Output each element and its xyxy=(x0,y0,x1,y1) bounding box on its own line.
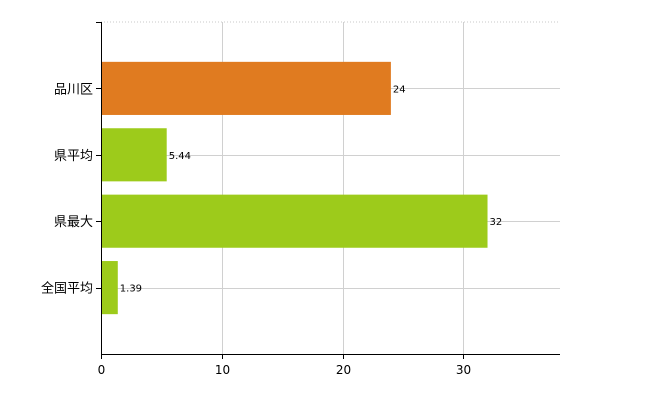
data-label: 24 xyxy=(393,84,406,95)
bar xyxy=(101,61,391,115)
bar-layer xyxy=(101,61,488,315)
axis-layer xyxy=(96,22,560,359)
x-tick-label: 10 xyxy=(215,363,230,377)
x-tick-label: 30 xyxy=(456,363,471,377)
y-tick-label: 全国平均 xyxy=(41,281,93,297)
bar xyxy=(101,261,118,315)
data-label: 5.44 xyxy=(169,151,191,162)
bar xyxy=(101,128,167,182)
y-tick-label: 県最大 xyxy=(54,215,93,230)
y-tick-label: 県平均 xyxy=(54,149,93,164)
data-label: 32 xyxy=(490,217,503,228)
y-tick-label: 品川区 xyxy=(54,82,93,97)
x-tick-label: 20 xyxy=(336,363,351,377)
data-label: 1.39 xyxy=(120,284,142,295)
x-tick-label: 0 xyxy=(98,363,106,377)
bar xyxy=(101,194,488,248)
